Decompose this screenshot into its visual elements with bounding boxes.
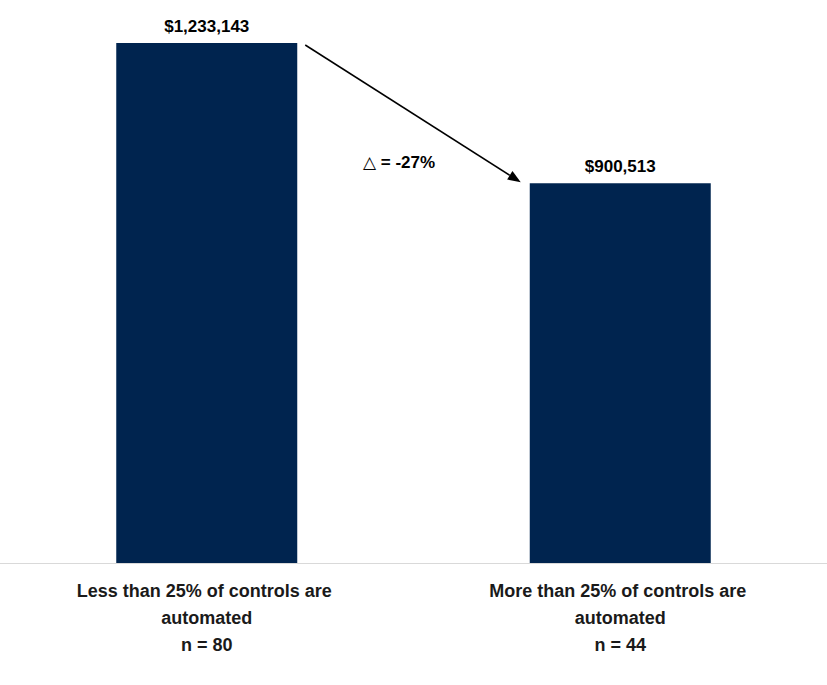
svg-text:automated: automated [575,608,666,628]
svg-text:n = 80: n = 80 [181,635,233,655]
svg-text:More than 25% of controls are: More than 25% of controls are [489,581,751,601]
svg-text:n = 44: n = 44 [594,635,646,655]
svg-text:△ = -27%: △ = -27% [363,153,435,172]
svg-text:Less than 25% of controls are: Less than 25% of controls are [77,581,337,601]
svg-text:$900,513: $900,513 [585,157,656,176]
svg-text:automated: automated [161,608,252,628]
svg-text:$1,233,143: $1,233,143 [164,17,249,36]
